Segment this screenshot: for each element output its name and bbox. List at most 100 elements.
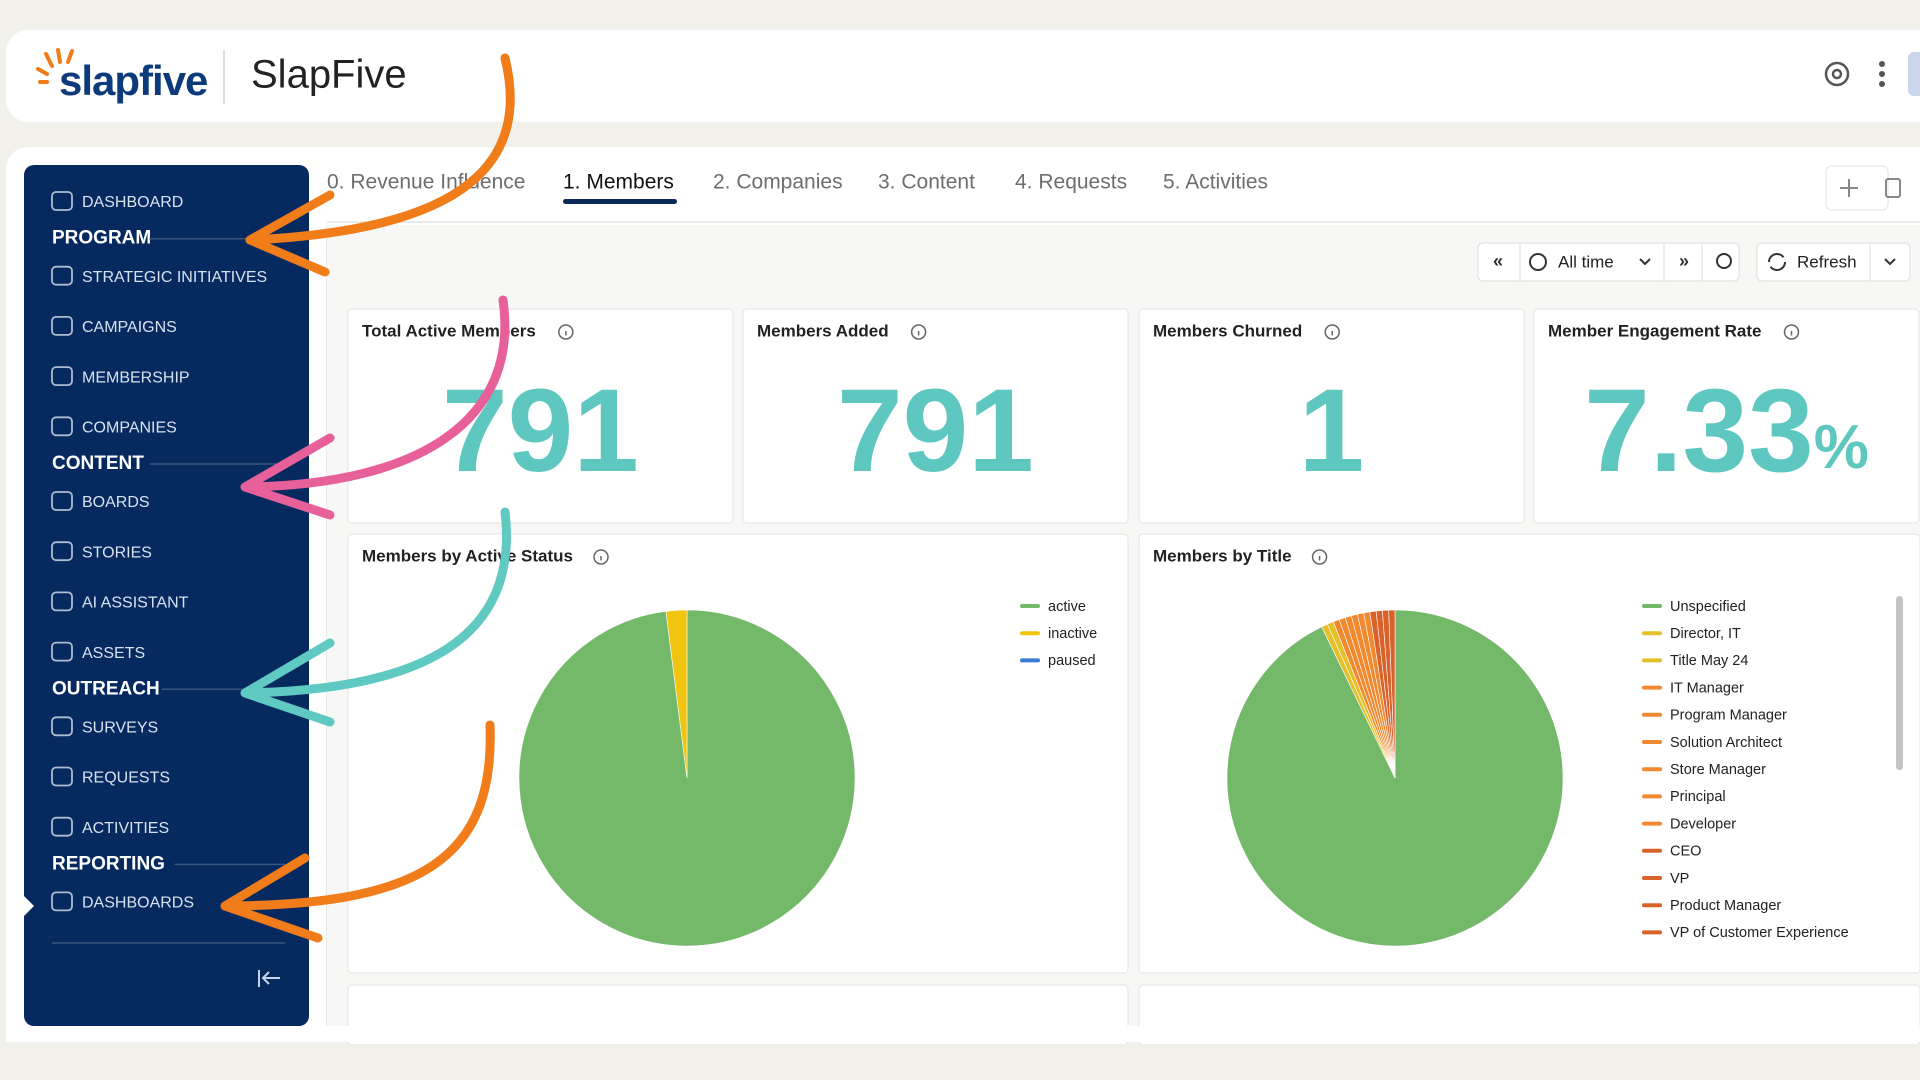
kpi-title: Members Added: [757, 321, 889, 340]
nav-icon: [51, 891, 73, 912]
delete-tab[interactable]: [1885, 178, 1901, 198]
nav-icon: [51, 416, 73, 437]
kpi-title: Member Engagement Rate: [1548, 321, 1762, 340]
nav-icon: [51, 766, 73, 787]
kpi-value: 791: [442, 365, 639, 497]
tab[interactable]: 4. Requests: [1015, 171, 1127, 194]
refresh-icon: [1768, 253, 1786, 271]
kpi-value: 1: [1299, 365, 1365, 497]
avatar[interactable]: [1908, 52, 1920, 96]
legend-label[interactable]: Director, IT: [1670, 626, 1741, 642]
legend-label[interactable]: VP: [1670, 871, 1689, 887]
legend-label[interactable]: Program Manager: [1670, 708, 1787, 724]
legend-label[interactable]: active: [1048, 599, 1086, 615]
kpi-number: 791: [442, 365, 639, 497]
nav-section: PROGRAM: [52, 228, 151, 249]
sidebar: [24, 165, 309, 1026]
nav-item[interactable]: ACTIVITIES: [82, 820, 169, 837]
panel-bottom: [6, 1026, 1920, 1042]
legend-label[interactable]: Solution Architect: [1670, 735, 1782, 751]
next-range[interactable]: »: [1679, 251, 1689, 271]
header-bar: [6, 30, 1920, 122]
nav-item[interactable]: COMPANIES: [82, 420, 177, 437]
tab[interactable]: 0. Revenue Influence: [327, 171, 525, 194]
nav-icon: [51, 315, 73, 336]
kpi-title: Members Churned: [1153, 321, 1302, 340]
nav-icon: [51, 366, 73, 387]
nav-icon: [51, 491, 73, 511]
refresh-menu[interactable]: [1884, 258, 1896, 266]
kpi-value: 7.33%: [1584, 365, 1869, 497]
kpi-card: [1138, 308, 1525, 524]
legend-label[interactable]: Unspecified: [1670, 599, 1746, 615]
nav-icon: [51, 816, 73, 837]
nav-item[interactable]: REQUESTS: [82, 770, 170, 787]
kpi-title: Total Active Members: [362, 321, 536, 340]
nav-item[interactable]: AI ASSISTANT: [82, 595, 189, 612]
app-title: SlapFive: [251, 53, 407, 97]
collapse-button[interactable]: [258, 970, 280, 987]
time-controls: [1477, 242, 1740, 282]
info-icon[interactable]: [1324, 324, 1340, 340]
legend-label[interactable]: paused: [1048, 653, 1096, 669]
nav-item[interactable]: SURVEYS: [82, 720, 158, 737]
kpi-card: [347, 308, 734, 524]
info-icon[interactable]: [910, 324, 927, 340]
legend-label[interactable]: inactive: [1048, 626, 1097, 642]
info-icon[interactable]: [558, 324, 574, 340]
nav-icon: [51, 716, 73, 737]
kpi-value: 791: [837, 365, 1034, 497]
nav-item[interactable]: DASHBOARD: [82, 194, 183, 211]
nav-item[interactable]: STRATEGIC INITIATIVES: [82, 269, 267, 286]
zoom-out[interactable]: [1716, 253, 1732, 269]
dynamic-content: DASHBOARD PROGRAM STRATEGIC INITIATIVES CAM…: [6, 171, 1920, 1046]
nav-icon: [51, 641, 73, 662]
tab[interactable]: 2. Companies: [713, 171, 843, 194]
tab-underline: [563, 199, 677, 204]
prev-range[interactable]: «: [1493, 251, 1503, 271]
legend-label[interactable]: Title May 24: [1670, 653, 1748, 669]
add-tab[interactable]: [1840, 179, 1858, 197]
tab[interactable]: 3. Content: [878, 171, 975, 194]
refresh-button[interactable]: Refresh: [1797, 252, 1857, 271]
legend-label[interactable]: Principal: [1670, 789, 1726, 805]
info-icon[interactable]: [593, 549, 609, 565]
legend-label[interactable]: VP of Customer Experience: [1670, 925, 1849, 941]
logo-burst: [36, 48, 74, 84]
legend-label[interactable]: Developer: [1670, 816, 1736, 832]
nav-item[interactable]: BOARDS: [82, 494, 150, 511]
annotation-arrows: [220, 53, 515, 943]
info-icon[interactable]: [1783, 324, 1800, 340]
nav-item[interactable]: ASSETS: [82, 645, 145, 662]
pie-slice: [665, 609, 688, 779]
nav-section: REPORTING: [52, 853, 165, 874]
nav-item[interactable]: MEMBERSHIP: [82, 369, 190, 386]
settings-icon[interactable]: [1824, 61, 1850, 87]
range-chevron[interactable]: [1639, 258, 1651, 266]
more-menu[interactable]: [1879, 61, 1885, 87]
nav-icon: [51, 541, 73, 562]
kpi-number: 791: [837, 365, 1034, 497]
tab[interactable]: 1. Members: [563, 171, 674, 194]
kpi-number: 1: [1299, 365, 1365, 497]
kpi-card: [742, 308, 1129, 524]
info-icon[interactable]: [1311, 549, 1328, 565]
range-select[interactable]: All time: [1558, 252, 1614, 271]
nav-icon: [51, 591, 73, 612]
chart-title: Members by Title: [1153, 546, 1292, 565]
kpi-card: [1533, 308, 1920, 524]
nav-item[interactable]: DASHBOARDS: [82, 895, 194, 912]
nav-item[interactable]: CAMPAIGNS: [82, 319, 177, 336]
legend-label[interactable]: CEO: [1670, 844, 1701, 860]
logo[interactable]: slapfive: [59, 57, 208, 104]
legend-label[interactable]: Store Manager: [1670, 762, 1766, 778]
kpi-number: 7.33: [1584, 365, 1814, 497]
tab[interactable]: 5. Activities: [1163, 171, 1268, 194]
pie-slice: [1388, 609, 1396, 779]
nav-section: OUTREACH: [52, 678, 160, 699]
legend-label[interactable]: Product Manager: [1670, 898, 1781, 914]
legend-label[interactable]: IT Manager: [1670, 680, 1744, 696]
nav-item[interactable]: STORIES: [82, 544, 152, 561]
